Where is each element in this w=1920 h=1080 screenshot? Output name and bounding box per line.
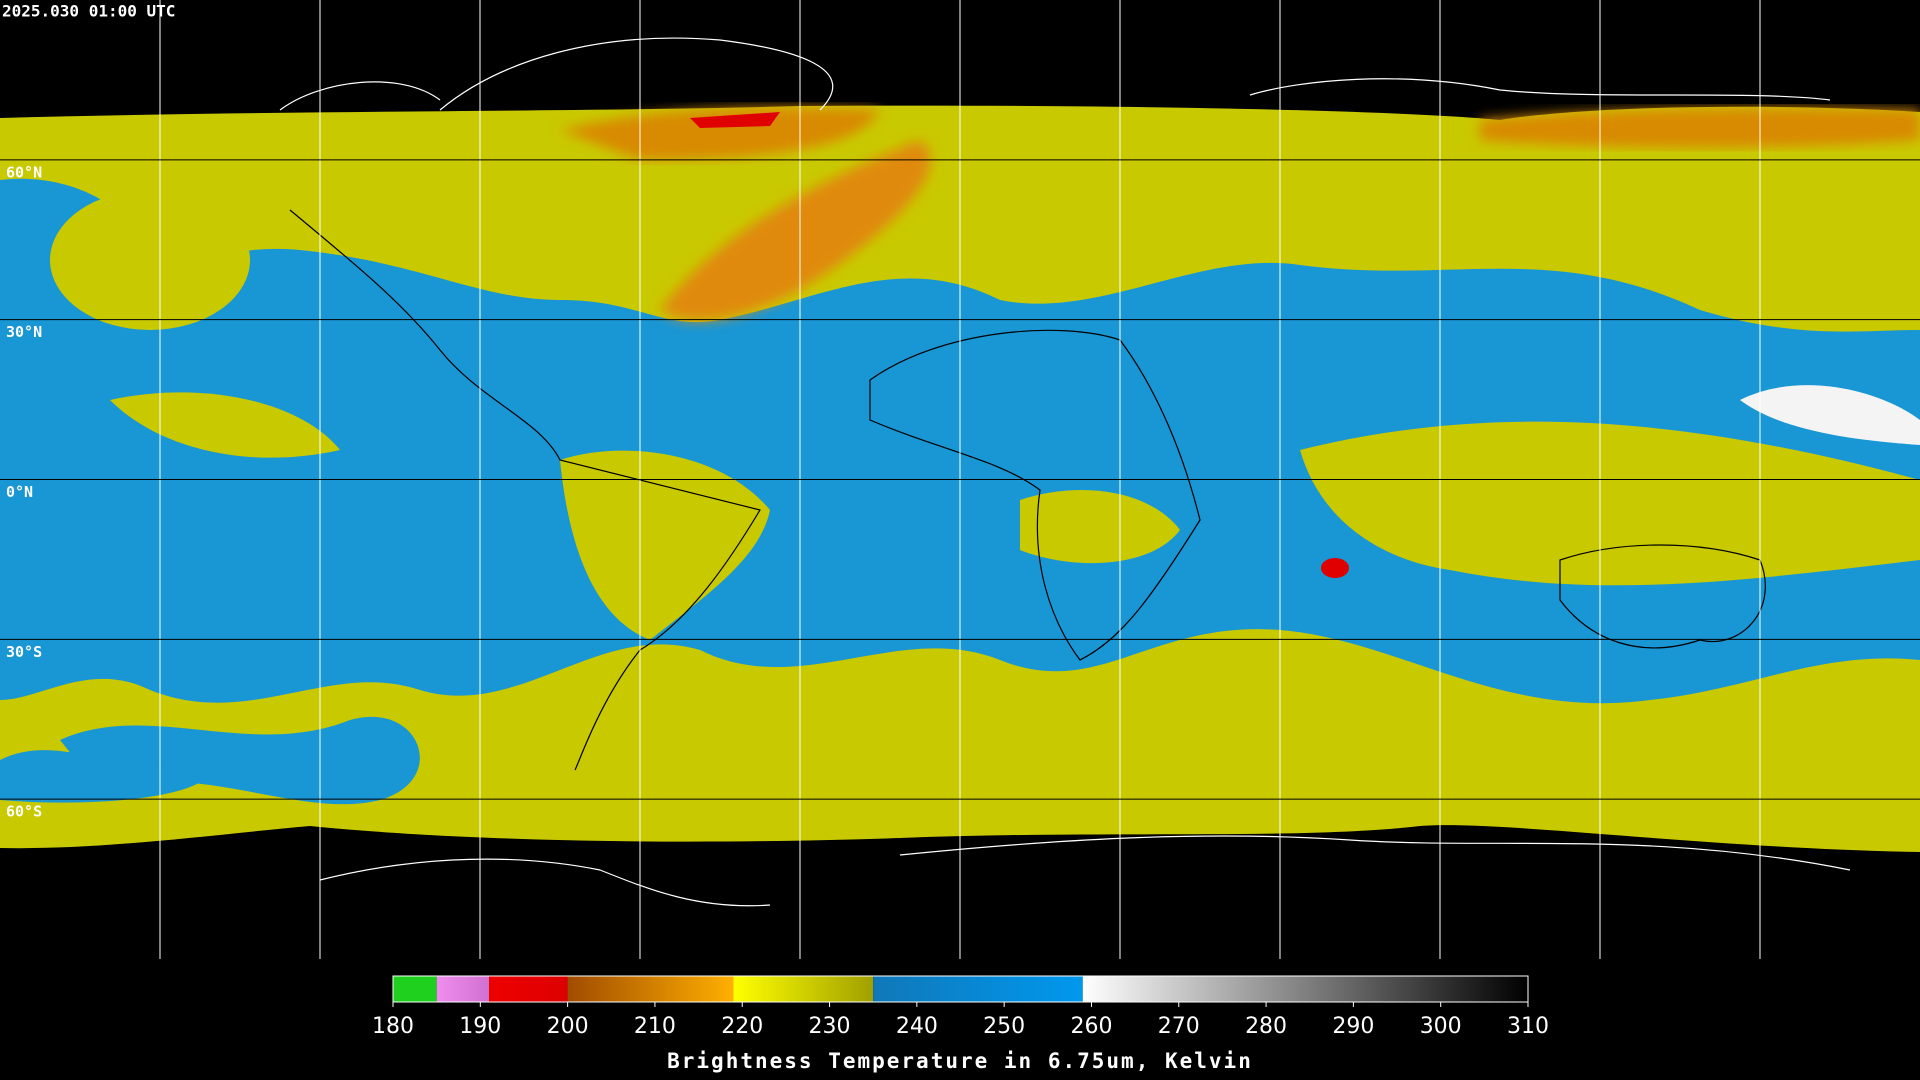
cyclone-core [1321,558,1349,578]
moist-tongue [60,716,420,805]
coastline [1559,544,1766,649]
latitude-label: 60°N [6,163,42,181]
dry-slot-siberia [1480,108,1920,148]
colorbar-segment [393,976,437,1002]
coastline [1249,78,1831,101]
colorbar-tick-label: 270 [1158,1014,1200,1039]
colorbar-tick-label: 200 [547,1014,589,1039]
dry-slot-atlantic [660,140,931,321]
coastlines [279,37,1851,907]
colorbar-segment [567,976,734,1002]
very-dry-area [1740,385,1920,445]
colorbar-segment [873,976,1083,1002]
colorbar-tick-label: 240 [896,1014,938,1039]
coastline [439,37,834,111]
graticule: 60°N 30°N 0°N 30°S 60°S [6,0,1761,959]
colorbar-tick-label: 260 [1070,1014,1112,1039]
convection-maritime [1300,421,1920,586]
convection-africa [1020,490,1180,564]
colorbar-tick-label: 310 [1507,1014,1549,1039]
colorbar-tick-label: 250 [983,1014,1025,1039]
timestamp: 2025.030 01:00 UTC [2,2,175,21]
latitude-label: 30°N [6,323,42,341]
colorbar-frame [392,975,1529,1003]
latitude-label: 30°S [6,643,42,661]
colorbar-segment [489,976,568,1002]
colorbar-tick-label: 190 [459,1014,501,1039]
convection-south-america [560,450,770,640]
colorbar-segment [1082,976,1528,1002]
colorbar-tick-label: 210 [634,1014,676,1039]
coastline [319,858,771,907]
very-dry-spot [690,112,780,128]
colorbar: 180 190 200 210 220 230 240 250 260 270 280 290 300 3… [372,975,1549,1039]
colorbar-tick-label: 300 [1420,1014,1462,1039]
colorbar-tick-label: 280 [1245,1014,1287,1039]
colorbar-tick-label: 230 [809,1014,851,1039]
coastline [279,81,441,111]
colorbar-tick-label: 290 [1332,1014,1374,1039]
coastline [899,835,1851,871]
colorbar-tick-label: 220 [721,1014,763,1039]
colorbar-segment [436,976,490,1002]
colorbar-tick-label: 180 [372,1014,414,1039]
dry-swirl [50,190,250,330]
colorbar-segment [733,976,874,1002]
latitude-label: 0°N [6,483,33,501]
colorbar-title: Brightness Temperature in 6.75um, Kelvin [667,1049,1253,1073]
moist-tongue [0,750,208,803]
convection-pacific [110,392,340,458]
latitude-label: 60°S [6,803,42,821]
